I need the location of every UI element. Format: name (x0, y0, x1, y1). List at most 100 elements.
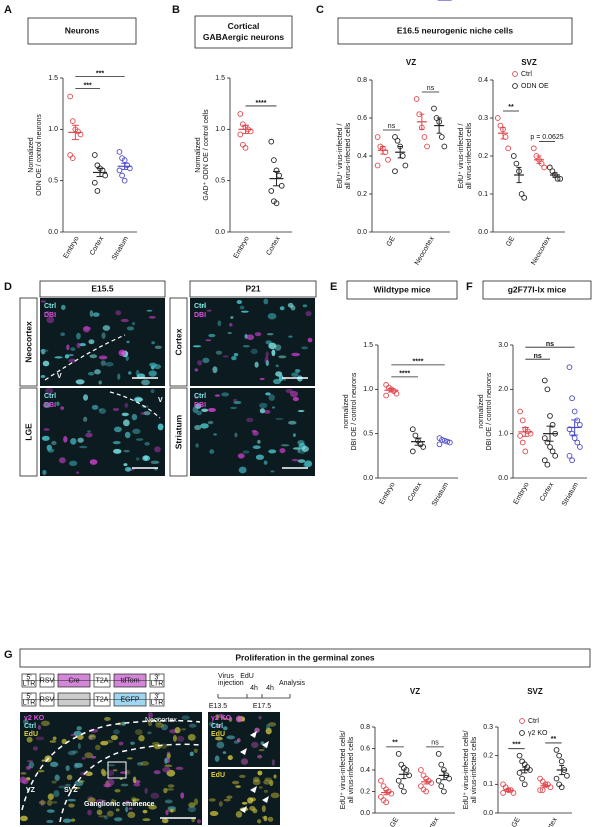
y-tick-label: 1.5 (215, 75, 225, 82)
cell (230, 316, 234, 319)
y-axis-label: all virus-infected cells (345, 122, 352, 189)
legend-label: Ctrl (528, 718, 539, 725)
title-box (27, 17, 137, 45)
cell (302, 304, 308, 308)
cell (150, 460, 160, 465)
timeline-label: injection (218, 680, 244, 687)
cell (155, 722, 165, 728)
cell (233, 740, 239, 744)
x-tick-label: GE (389, 816, 400, 827)
y-tick-label: 0.0 (498, 475, 508, 482)
zone-outline (21, 719, 201, 811)
cell (100, 768, 106, 775)
cell (114, 817, 123, 822)
cell (98, 408, 102, 411)
cell (188, 802, 196, 808)
y-axis-label: all virus-infected cells (466, 122, 473, 189)
cell (26, 736, 33, 743)
significance-label: ** (508, 104, 514, 111)
cell (107, 764, 116, 767)
cell (216, 741, 225, 749)
cell (202, 357, 210, 364)
cell (291, 352, 301, 357)
cell (215, 724, 222, 729)
y-tick-label: 0.4 (357, 153, 367, 160)
cell (37, 724, 41, 730)
side-label-box (19, 387, 38, 477)
cell (231, 355, 237, 361)
cell (234, 432, 238, 438)
data-point (513, 160, 520, 167)
y-tick-label: 0.5 (363, 431, 373, 438)
cell (104, 362, 114, 367)
cell (268, 394, 275, 401)
cell (227, 331, 232, 335)
data-point (522, 448, 529, 455)
cell (187, 734, 196, 741)
cell (290, 390, 299, 398)
cell (148, 370, 157, 377)
cell (288, 420, 297, 425)
channel-label: EdU (24, 731, 38, 738)
cell (65, 765, 70, 771)
data-point (519, 775, 525, 782)
cell (221, 392, 230, 397)
timeline-label: Virus (218, 673, 234, 680)
y-axis-label: all virus-infected cells (348, 736, 355, 803)
data-point (574, 439, 581, 446)
cell (131, 798, 140, 802)
cell (23, 719, 29, 725)
cell (40, 300, 47, 303)
cell (51, 800, 58, 804)
cell (68, 358, 77, 363)
y-axis-label: EdU⁺ virus-infected / (337, 124, 344, 189)
data-point (571, 435, 578, 441)
side-label-box (169, 387, 188, 477)
y-tick-label: 0.3 (483, 724, 493, 731)
cell (94, 369, 101, 375)
cell (32, 746, 39, 751)
data-point (388, 790, 395, 797)
timeline-label: E13.5 (209, 703, 227, 710)
data-point (549, 421, 556, 428)
cell (303, 462, 312, 468)
cell (136, 762, 143, 766)
title-box (482, 280, 592, 300)
data-point (547, 413, 553, 419)
cell (275, 364, 279, 368)
data-point (91, 179, 98, 186)
cell (113, 426, 122, 433)
significance-label: ** (392, 740, 398, 747)
data-point (69, 118, 76, 124)
cell (60, 332, 66, 337)
channel-label: EdU (211, 772, 225, 779)
y-tick-label: 0.1 (478, 191, 488, 198)
data-point (421, 134, 428, 140)
legend-label: γ2 KO (528, 730, 548, 737)
cell (53, 790, 60, 798)
data-point (94, 188, 101, 194)
y-axis-label: EdU⁺ virus-infected cells/ (463, 731, 470, 810)
cell (205, 339, 212, 342)
header-box (189, 280, 317, 298)
data-point (553, 747, 560, 753)
y-tick-label: 1.0 (498, 431, 508, 438)
data-point (392, 168, 398, 175)
cell (68, 353, 74, 357)
y-axis-label: EdU⁺ virus-infected cells/ (340, 731, 347, 810)
data-point (547, 784, 554, 791)
y-axis-label: DBI OE / control neurons (486, 372, 493, 450)
data-point (116, 149, 123, 155)
data-point (401, 788, 407, 795)
data-point (268, 188, 275, 194)
x-tick-label: Neocortex (414, 235, 436, 267)
data-point (541, 377, 548, 384)
cell (124, 402, 129, 408)
cell (230, 406, 237, 410)
cell (297, 448, 301, 454)
data-point (541, 164, 548, 171)
cell (150, 792, 160, 799)
y-tick-label: 0.2 (483, 753, 493, 760)
cell (265, 392, 271, 396)
